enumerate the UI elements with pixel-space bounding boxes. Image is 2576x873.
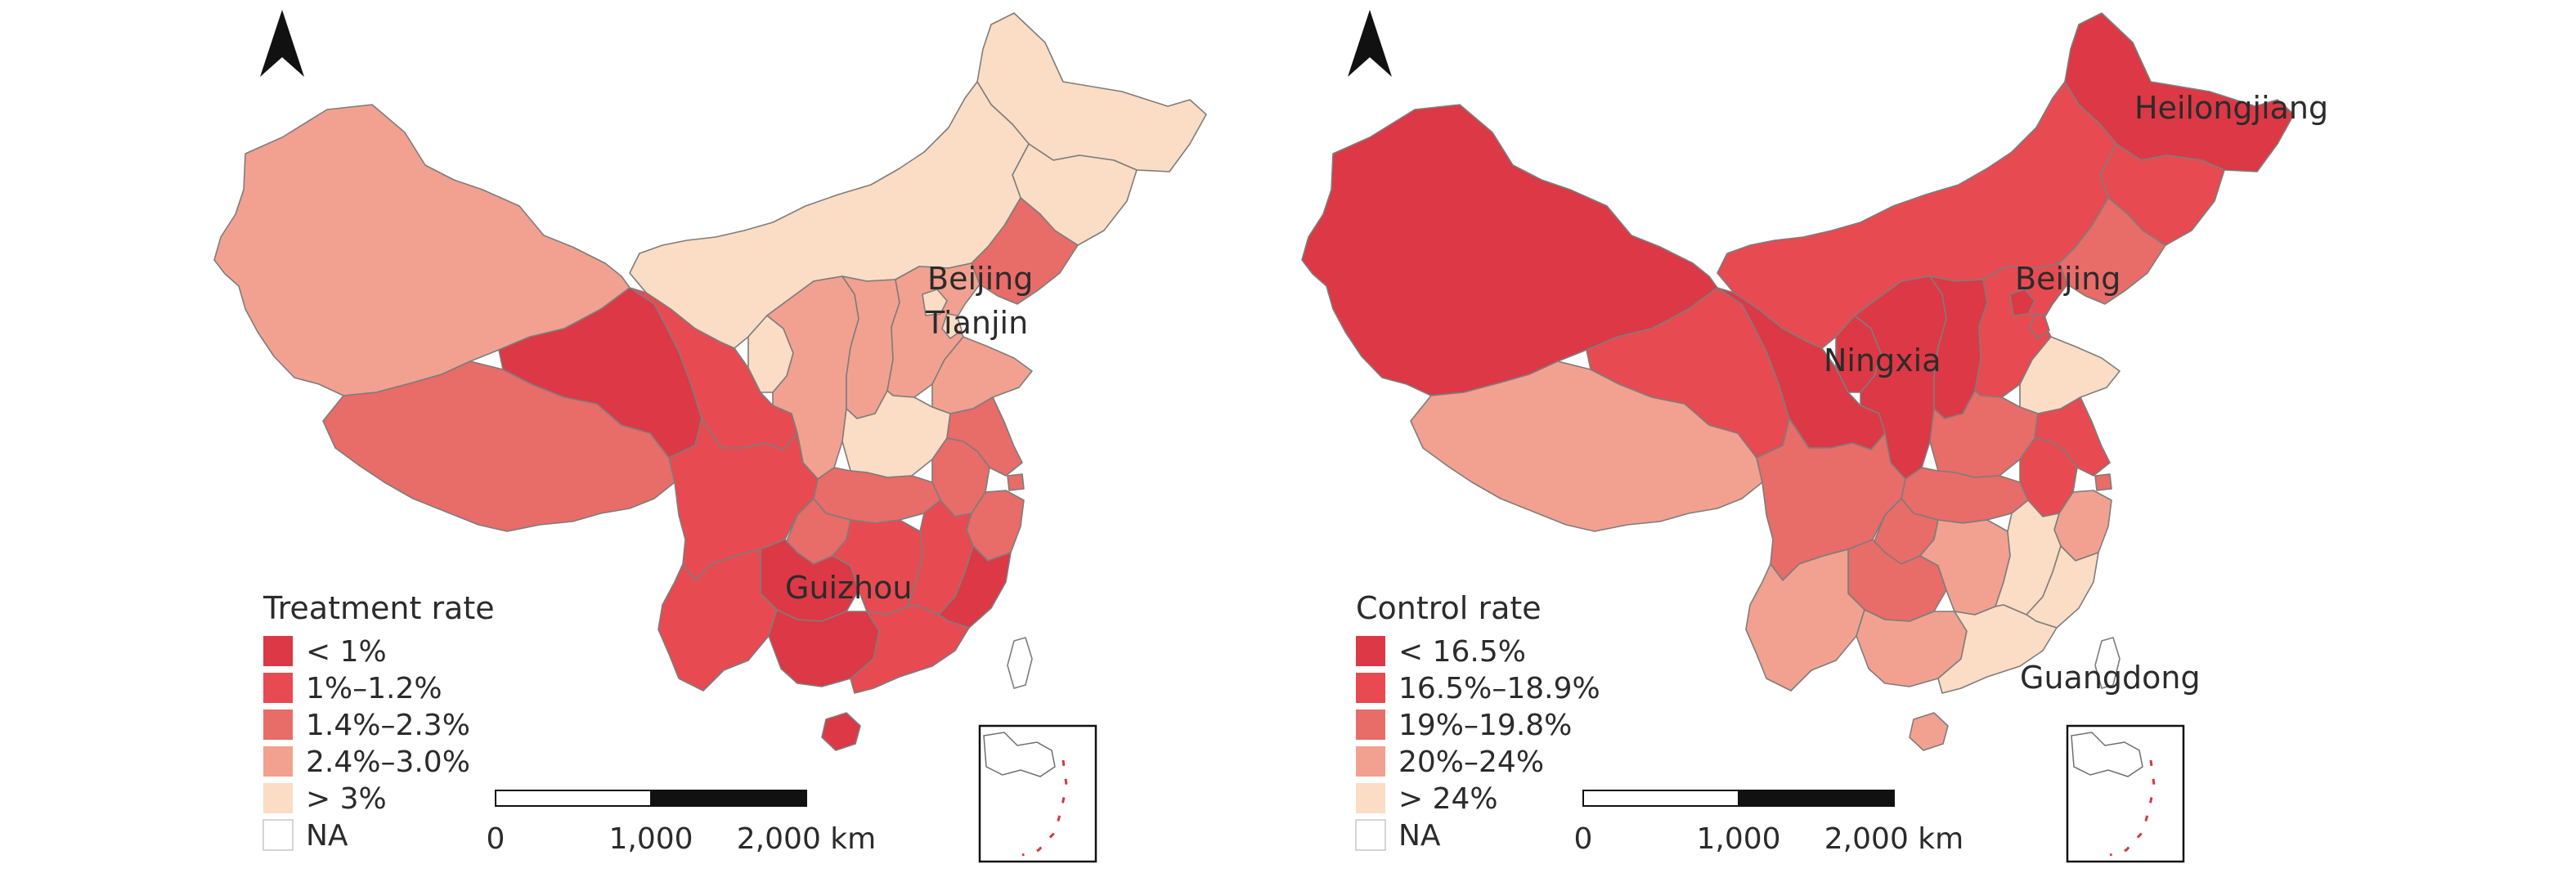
inset-coastline [2071,732,2143,777]
legend-title: Control rate [1356,590,1542,626]
legend-item-label: < 16.5% [1398,635,1526,669]
legend-swatch [263,636,293,666]
scale-bar-black-segment [1738,790,1895,807]
legend-item-label: NA [1398,819,1441,853]
scale-bar-white-segment [495,790,652,807]
legend-item-label: < 1% [306,635,387,669]
province-tianjin [941,313,963,339]
legend-item-label: 19%–19.8% [1398,709,1572,742]
south-china-sea-inset [2066,724,2185,863]
legend-item-label: > 3% [306,782,387,816]
scale-bar-tick-label: 0 [1574,822,1593,856]
province-yunnan [1745,548,1865,692]
legend-title: Treatment rate [263,590,495,626]
region-label-guizhou: Guizhou [785,570,912,606]
legend-item-label: 1%–1.2% [306,672,442,705]
province-taiwan [1007,637,1033,689]
province-tianjin [2029,313,2050,339]
north-arrow-icon [1348,10,1392,77]
region-label-guangdong: Guangdong [2020,660,2201,696]
legend-swatch [263,710,293,740]
legend-swatch [1356,673,1385,703]
legend-swatch [1356,783,1385,813]
province-guangdong [1937,604,2058,694]
region-label-ningxia: Ningxia [1824,342,1941,378]
province-guangdong [850,604,970,694]
province-hainan [1909,712,1949,751]
legend-item-label: NA [306,819,348,853]
region-label-heilongjiang: Heilongjiang [2134,90,2328,126]
legend: Treatment rate < 1%1%–1.2% 1.4%–2.3%2.4%–3… [263,590,495,853]
scale-bar: 0 1,000 2,000 km [487,790,876,856]
south-china-sea-inset [978,724,1097,863]
province-yunnan [657,548,778,692]
region-label-beijing: Beijing [927,261,1033,297]
province-tibet [322,360,675,532]
legend-swatch [1356,710,1385,740]
province-shanghai [2094,473,2112,491]
legend-item-label: 20%–24% [1398,745,1544,779]
legend-swatch [263,673,293,703]
legend-swatch [263,783,293,813]
inset-coastline [983,732,1056,777]
scale-bar-tick-label: 2,000 km [737,822,876,856]
region-label-tianjin: Tianjin [925,305,1028,341]
legend-swatch [1356,746,1385,777]
province-tibet [1410,360,1763,532]
legend-swatch [263,746,293,777]
scale-bar-black-segment [650,790,807,807]
legend-swatch [1356,636,1385,666]
province-hainan [821,712,861,751]
legend-item-label: 16.5%–18.9% [1398,672,1600,705]
inset-dashed-boundary [2109,759,2156,857]
legend-item-label: 1.4%–2.3% [306,709,470,742]
legend-item-label: > 24% [1398,782,1498,816]
scale-bar-tick-label: 1,000 [1696,822,1780,856]
legend-swatch [263,819,294,851]
scale-bar: 0 1,000 2,000 km [1574,790,1963,856]
province-shanghai [1007,473,1025,491]
province-beijing [2009,289,2035,316]
scale-bar-tick-label: 0 [487,822,505,856]
province-layer [213,12,1207,751]
scale-bar-white-segment [1582,790,1739,807]
province-layer [1301,12,2295,751]
legend-item-label: 2.4%–3.0% [306,745,470,779]
province-taiwan [2094,637,2120,689]
north-arrow-icon [260,10,304,77]
scale-bar-tick-label: 2,000 km [1824,822,1963,856]
legend-swatch [1355,819,1386,851]
control-rate-map-panel: Heilongjiang Beijing Ningxia Guangdong Contr… [1301,10,2328,863]
inset-dashed-boundary [1021,759,1068,857]
region-label-beijing: Beijing [2015,261,2120,297]
legend: Control rate < 16.5%16.5%–18.9% 19%–19.8%2… [1355,590,1600,853]
scale-bar-tick-label: 1,000 [608,822,693,856]
province-beijing [922,289,948,316]
